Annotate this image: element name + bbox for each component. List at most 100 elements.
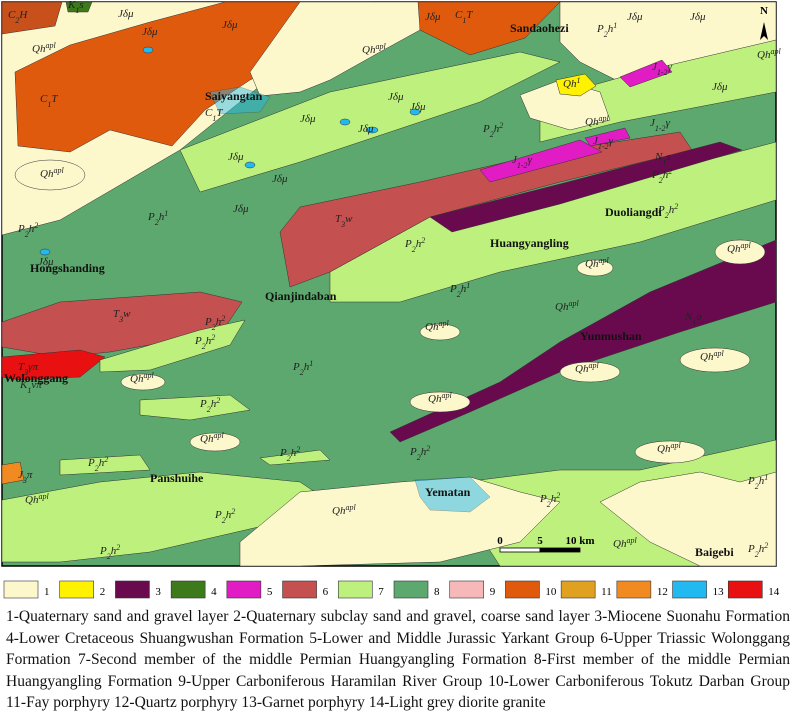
unit-superscript: 1 [613, 21, 617, 30]
place-name: Sandaohezi [510, 21, 569, 35]
scale-label: 0 [497, 535, 503, 547]
unit-subscript: 2 [25, 230, 29, 239]
unit-symbol: h [211, 398, 217, 410]
unit-label: C1T [455, 9, 473, 25]
unit-13 [244, 161, 256, 169]
unit-13 [365, 126, 379, 134]
legend-number: 7 [378, 586, 384, 598]
unit-superscript: apl [670, 441, 681, 450]
unit-subscript: 2 [755, 482, 759, 491]
unit-label: C1T [205, 107, 223, 123]
place-name: Saiyangtan [205, 89, 263, 103]
unit-subscript: 1-2 [657, 68, 668, 77]
unit-label: J1-2γ [593, 135, 614, 151]
unit-label: Qhapl [757, 47, 781, 62]
unit-symbol: J [512, 154, 518, 166]
unit-1 [634, 440, 706, 464]
unit-subscript: 1 [27, 386, 31, 395]
unit-7 [259, 449, 331, 466]
unit-subscript: 2 [490, 130, 494, 139]
unit-1 [576, 259, 614, 277]
unit-symbol: h [669, 204, 675, 216]
unit-symbol: K [67, 0, 76, 11]
unit-subscript: 2 [202, 342, 206, 351]
unit-symbol: γ [666, 117, 671, 129]
unit-symbol: Jδμ [627, 11, 643, 23]
garnet-porphyry [39, 46, 421, 256]
unit-10 [417, 1, 561, 56]
unit-symbol: Qh [332, 505, 346, 517]
unit-label: N1σ [684, 311, 702, 327]
unit-symbol: Jδμ [712, 81, 728, 93]
unit-symbol: Qh [40, 168, 54, 180]
unit-1 [559, 361, 621, 383]
place-name: Hongshanding [30, 261, 105, 275]
unit-label: P2h2 [194, 333, 215, 351]
unit-superscript: 2 [426, 444, 430, 453]
unit-9 [1, 1, 63, 35]
unit-subscript: 1-2 [598, 142, 609, 151]
unit-symbol: Qh [575, 363, 589, 375]
unit-symbol: P [279, 447, 287, 459]
unit-symbol: Qh [585, 258, 599, 270]
unit-symbol: h [99, 457, 105, 469]
unit-14 [1, 349, 106, 381]
unit-symbol: P [747, 543, 755, 555]
unit-13 [142, 46, 154, 54]
unit-symbol: h [416, 238, 422, 250]
unit-label: T3w [113, 308, 131, 324]
unit-superscript: 2 [211, 333, 215, 342]
unit-symbol: h [608, 23, 614, 35]
unit-subscript: 1 [47, 100, 51, 109]
unit-symbol: h [759, 543, 765, 555]
unit-symbol: h [206, 335, 212, 347]
unit-label: Jδμ [712, 81, 728, 93]
unit-subscript: 2 [287, 454, 291, 463]
unit-superscript: apl [375, 42, 386, 51]
place-name: Wolonggang [4, 371, 68, 385]
legend-number: 12 [657, 586, 668, 598]
unit-superscript: 2 [34, 221, 38, 230]
unit-symbol: σ [696, 311, 702, 323]
legend-swatch [282, 580, 317, 599]
unit-symbol: Jδμ [272, 173, 288, 185]
unit-label: Qh1 [563, 76, 580, 91]
unit-symbol: Jδμ [388, 91, 404, 103]
unit-symbol: Jδμ [300, 113, 316, 125]
legend-swatch [449, 580, 485, 599]
unit-symbol: T [51, 93, 58, 105]
unit-symbol: P [539, 493, 547, 505]
unit-label: Qhapl [25, 492, 49, 507]
unit-subscript: 2 [457, 290, 461, 299]
unit-label: P2h2 [214, 507, 235, 525]
unit-subscript: 2 [95, 464, 99, 473]
unit-subscript: 2 [659, 176, 663, 185]
unit-symbol: P [747, 475, 755, 487]
unit-label: Jδμ [118, 8, 134, 20]
unit-label: P2h2 [199, 396, 220, 414]
unit-label: P2h2 [17, 221, 38, 239]
unit-label: J3π [18, 469, 33, 485]
legend-number: 3 [155, 586, 161, 598]
unit-symbol: h [159, 211, 165, 223]
legend-swatch [226, 580, 262, 599]
unit-label: Jδμ [300, 113, 316, 125]
unit-label: Qhapl [40, 166, 64, 181]
legend-swatch [560, 580, 596, 599]
unit-1 [14, 159, 86, 191]
unit-label: P2h2 [657, 202, 678, 220]
unit-symbol: C [40, 93, 48, 105]
unit-superscript: apl [45, 41, 56, 50]
unit-subscript: 3 [340, 220, 345, 229]
unit-subscript: 2 [417, 453, 421, 462]
unit-superscript: apl [588, 361, 599, 370]
unit-subscript: 1 [462, 16, 466, 25]
unit-symbol: w [345, 213, 353, 225]
unit-symbol: Qh [613, 538, 627, 550]
unit-13 [39, 248, 51, 256]
unit-superscript: 2 [296, 445, 300, 454]
unit-symbol: Jδμ [358, 123, 374, 135]
unit-superscript: 2 [231, 507, 235, 516]
unit-symbol: Jδμ [222, 19, 238, 31]
unit-symbol: P [449, 283, 457, 295]
